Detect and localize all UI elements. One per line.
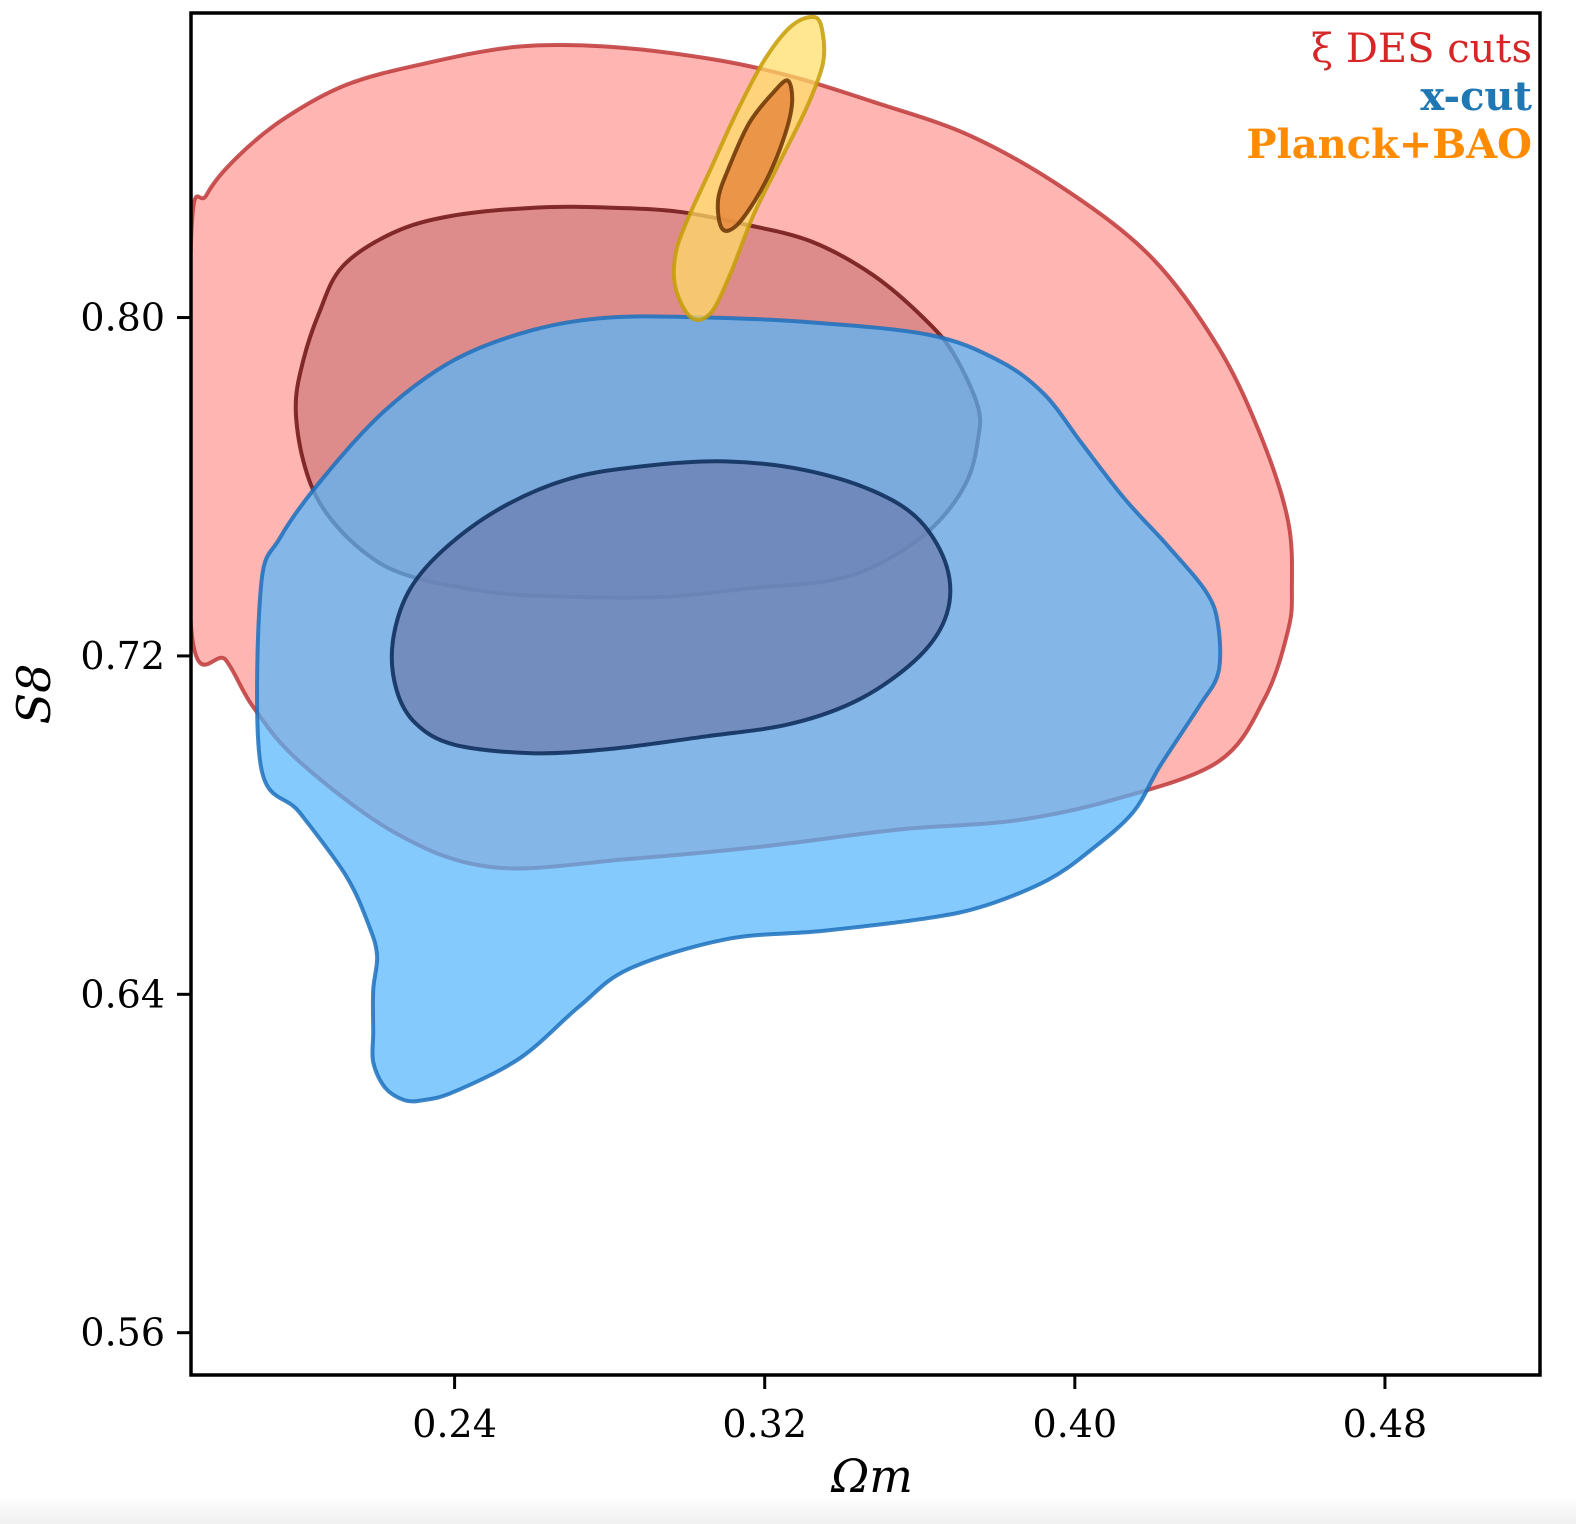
x-tick-label: 0.40	[1033, 1402, 1118, 1446]
bottom-fade	[0, 1496, 1576, 1524]
y-tick-label: 0.56	[80, 1311, 165, 1355]
x-axis-title: Ωm	[830, 1449, 913, 1503]
y-tick-label: 0.72	[80, 634, 165, 678]
x-tick-label: 0.24	[412, 1402, 497, 1446]
legend-entry-des: ξ DES cuts	[1311, 26, 1532, 72]
ticks-layer: 0.24 0.32 0.40 0.48 0.56 0.64 0.72 0.80	[80, 296, 1427, 1446]
legend-entry-xcut: x-cut	[1420, 73, 1532, 120]
legend: ξ DES cuts x-cut Planck+BAO	[1246, 26, 1532, 168]
y-axis-title: S8	[7, 664, 61, 725]
x-tick-label: 0.48	[1343, 1402, 1428, 1446]
y-tick-label: 0.64	[80, 972, 165, 1016]
plot-frame	[189, 11, 1542, 1377]
x-tick-label: 0.32	[722, 1402, 807, 1446]
y-tick-label: 0.80	[80, 296, 165, 340]
contours-layer	[191, 14, 1295, 1104]
contour-planck-68	[715, 78, 795, 233]
legend-entry-planck: Planck+BAO	[1246, 121, 1532, 168]
contour-xcut-68	[389, 459, 953, 756]
